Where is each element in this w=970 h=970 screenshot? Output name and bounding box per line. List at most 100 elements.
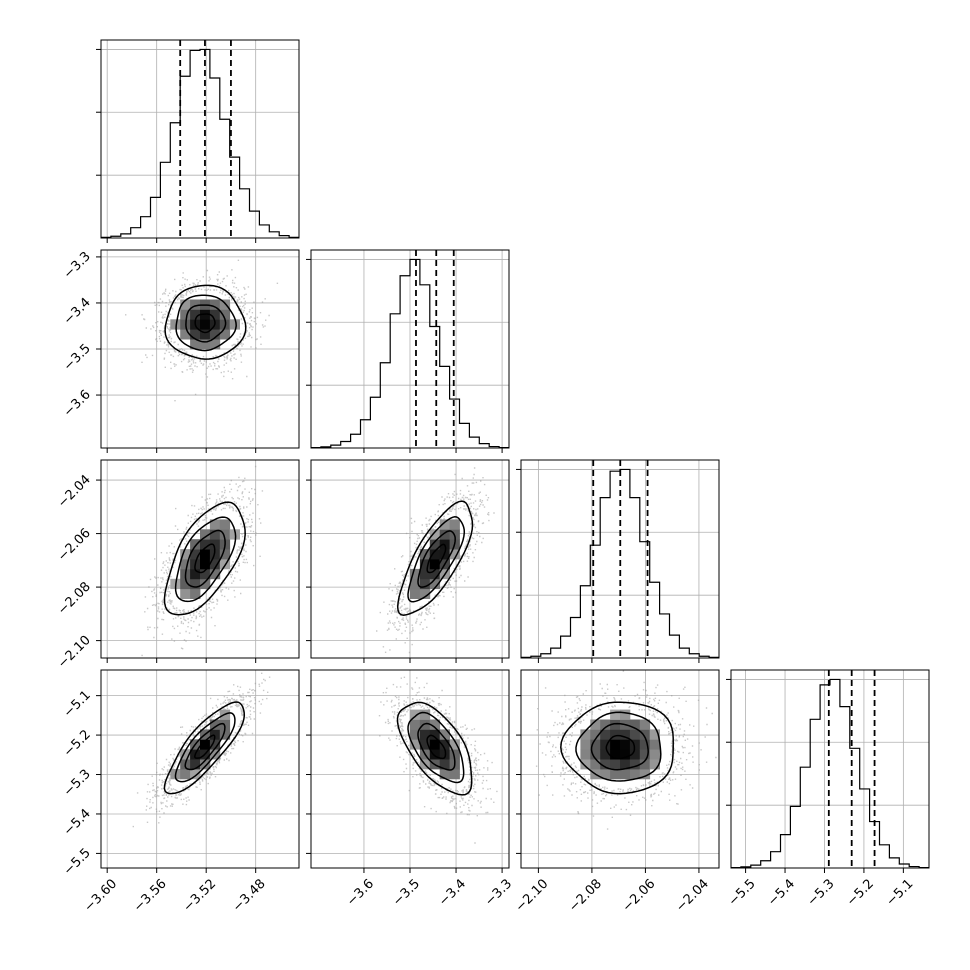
y-tick-label: −2.04 <box>55 472 94 511</box>
density-cell <box>610 729 621 740</box>
x-tick-label: −5.4 <box>765 876 798 909</box>
density-cell <box>639 739 651 750</box>
density-cell <box>190 578 201 590</box>
scatter-panel-2-1 <box>306 459 510 663</box>
x-tick-label: −3.52 <box>180 876 219 915</box>
density-cell <box>190 539 201 550</box>
density-cell <box>439 769 450 780</box>
density-cell <box>600 759 611 770</box>
density-cell <box>590 729 601 740</box>
histogram-line <box>311 258 509 448</box>
x-tick-label: −3.60 <box>81 876 120 915</box>
density-cell <box>190 769 201 780</box>
density-cell <box>419 739 431 750</box>
density-cell <box>649 759 660 770</box>
density-cell <box>610 739 621 750</box>
x-tick-label: −3.48 <box>230 876 269 915</box>
density-cell <box>590 739 601 750</box>
density-cell <box>429 529 441 540</box>
density-cell <box>209 539 221 550</box>
panel-frame <box>730 669 930 869</box>
density-cell <box>209 529 221 540</box>
density-cell <box>200 329 211 340</box>
density-cell <box>639 749 651 760</box>
scatter-points <box>378 676 498 844</box>
x-tick-label: −2.08 <box>566 876 605 915</box>
density-cell <box>429 578 441 590</box>
density-cell <box>190 549 201 560</box>
histogram-panel-2 <box>516 459 720 663</box>
contour-line <box>560 701 674 795</box>
density-cell <box>580 739 591 750</box>
density-cell <box>590 719 601 730</box>
density-cell <box>439 519 450 530</box>
y-tick-label: −3.5 <box>61 341 94 374</box>
histogram-line <box>731 678 929 868</box>
density-cell <box>410 739 421 750</box>
density-cell <box>580 749 591 760</box>
density-cell <box>180 749 191 760</box>
density-cell <box>219 729 231 740</box>
density-cell <box>200 568 211 580</box>
density-cell <box>219 329 231 340</box>
panel-frame <box>310 459 510 659</box>
density-cell <box>200 759 211 770</box>
panel-frame <box>520 669 720 869</box>
density-cell <box>190 759 201 770</box>
density-cell <box>410 719 421 730</box>
density-cell <box>449 739 460 750</box>
scatter-points <box>141 465 264 657</box>
density-cell <box>209 729 221 740</box>
density-cell <box>229 319 240 330</box>
contour-line <box>184 722 226 771</box>
panel-frame <box>100 459 300 659</box>
density-cell <box>190 568 201 580</box>
density-cell <box>200 539 211 550</box>
x-tick-label: −5.5 <box>726 876 759 909</box>
panel-frame <box>520 459 720 659</box>
histogram-panel-0 <box>96 39 300 243</box>
density-cell <box>419 568 431 580</box>
panel-frame <box>100 249 300 449</box>
density-cell <box>639 759 651 770</box>
density-cell <box>410 729 421 740</box>
x-tick-label: −5.1 <box>883 876 916 909</box>
panel-frame <box>310 249 510 449</box>
y-tick-label: −5.3 <box>61 767 94 800</box>
x-tick-label: −5.3 <box>805 876 838 909</box>
x-tick-label: −2.06 <box>620 876 659 915</box>
density-cell <box>600 749 611 760</box>
density-cell <box>419 588 431 599</box>
contour-line <box>174 712 236 783</box>
density-cell <box>410 578 421 590</box>
density-cell <box>600 739 611 750</box>
density-cell <box>419 559 431 570</box>
density-cell <box>190 299 201 310</box>
contour-line <box>407 711 465 784</box>
density-cell <box>410 568 421 580</box>
contour-line <box>163 501 246 616</box>
density-cell <box>429 739 441 750</box>
y-tick-label: −2.08 <box>55 579 94 618</box>
contour-line <box>185 304 227 343</box>
density-cell <box>439 739 450 750</box>
density-cell <box>209 329 221 340</box>
density-cell <box>200 529 211 540</box>
density-cell <box>610 769 621 780</box>
density-cell <box>429 719 441 730</box>
density-cell <box>219 519 231 530</box>
density-cell <box>200 339 211 350</box>
density-cell <box>600 729 611 740</box>
histogram-line <box>101 48 299 238</box>
density-cell <box>620 749 631 760</box>
contour-line <box>194 734 216 759</box>
density-cell <box>200 578 211 590</box>
panel-frame <box>310 669 510 869</box>
density-cell <box>449 769 460 780</box>
density-cell <box>590 759 601 770</box>
density-cell <box>180 578 191 590</box>
density-cell <box>639 729 651 740</box>
scatter-panel-3-0 <box>96 669 300 873</box>
density-cell <box>639 719 651 730</box>
